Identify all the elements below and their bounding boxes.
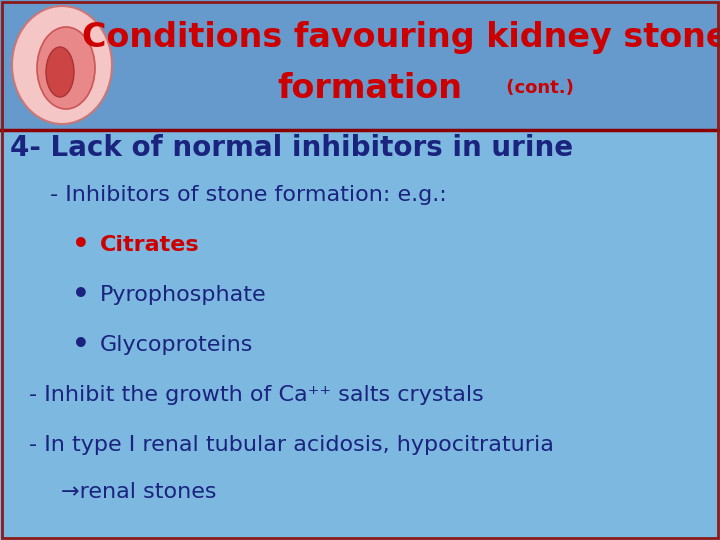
- Text: 4- Lack of normal inhibitors in urine: 4- Lack of normal inhibitors in urine: [10, 134, 573, 162]
- Text: Citrates: Citrates: [100, 235, 199, 255]
- Text: Conditions favouring kidney stones: Conditions favouring kidney stones: [82, 22, 720, 55]
- Text: - Inhibitors of stone formation: e.g.:: - Inhibitors of stone formation: e.g.:: [50, 185, 447, 205]
- Text: Glycoproteins: Glycoproteins: [100, 335, 253, 355]
- Text: Pyrophosphate: Pyrophosphate: [100, 285, 266, 305]
- Bar: [0, 0, 720, 130]
- Text: (cont.): (cont.): [500, 79, 574, 97]
- Ellipse shape: [46, 47, 74, 97]
- Text: formation: formation: [277, 71, 462, 105]
- Text: →renal stones: →renal stones: [61, 482, 217, 502]
- Text: - Inhibit the growth of Ca⁺⁺ salts crystals: - Inhibit the growth of Ca⁺⁺ salts cryst…: [29, 385, 484, 405]
- Ellipse shape: [37, 27, 95, 109]
- Ellipse shape: [12, 6, 112, 124]
- Text: - In type I renal tubular acidosis, hypocitraturia: - In type I renal tubular acidosis, hypo…: [29, 435, 554, 455]
- Text: •: •: [72, 331, 90, 359]
- Text: •: •: [72, 231, 90, 259]
- Text: •: •: [72, 281, 90, 309]
- Bar: [0, 130, 720, 540]
